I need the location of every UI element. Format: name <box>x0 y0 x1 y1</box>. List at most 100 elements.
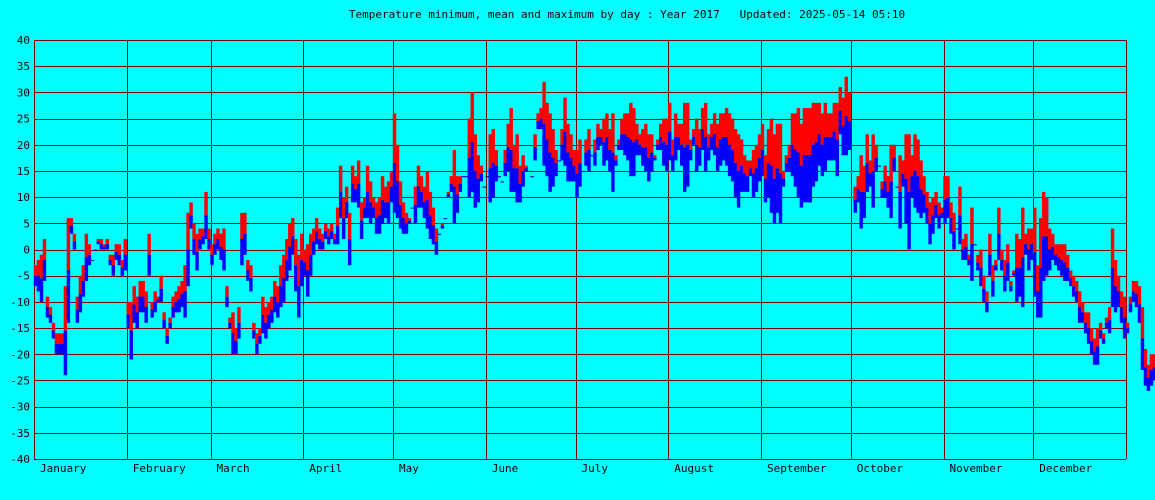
max-bar <box>970 207 974 245</box>
max-bar <box>560 129 564 145</box>
max-bar <box>147 233 151 255</box>
min-bar <box>581 170 585 172</box>
min-bar <box>437 233 442 235</box>
min-bar <box>668 131 672 161</box>
min-bar <box>282 278 286 302</box>
max-bar <box>270 296 274 310</box>
max-bar <box>539 108 543 119</box>
min-bar <box>976 262 980 271</box>
max-bar <box>694 118 699 145</box>
min-bar <box>473 170 478 208</box>
min-bar <box>237 322 241 339</box>
max-bar <box>282 254 286 279</box>
min-bar <box>267 314 271 329</box>
min-bar <box>659 136 663 150</box>
min-bar <box>177 299 181 313</box>
max-bar <box>718 113 723 140</box>
min-bar <box>611 152 615 192</box>
max-bar <box>512 144 516 169</box>
min-bar <box>81 280 86 297</box>
max-bar <box>359 202 364 221</box>
max-bar <box>772 134 777 179</box>
min-bar <box>297 286 301 318</box>
max-bar <box>273 280 277 297</box>
min-bar <box>1056 257 1061 271</box>
max-bar <box>374 202 379 219</box>
min-bar <box>790 144 795 177</box>
min-bar <box>539 118 543 130</box>
min-bar <box>677 136 681 150</box>
max-bar <box>389 170 394 187</box>
min-bar <box>656 144 660 150</box>
min-bar <box>1062 262 1067 281</box>
min-bar <box>63 330 68 376</box>
max-bar <box>159 275 163 289</box>
min-bar <box>859 191 863 229</box>
max-bar <box>826 113 831 137</box>
max-bar <box>491 129 495 164</box>
max-bar <box>548 113 552 153</box>
max-bar <box>943 176 947 200</box>
max-bar <box>174 291 178 302</box>
max-bar <box>306 244 310 271</box>
max-bar <box>371 197 376 208</box>
min-bar <box>769 165 774 213</box>
min-bar <box>216 239 220 250</box>
max-bar <box>545 102 549 140</box>
max-bar <box>745 160 750 177</box>
min-bar <box>249 278 253 292</box>
max-bar <box>805 108 810 156</box>
month-label: September <box>767 462 827 475</box>
min-bar <box>111 265 116 276</box>
min-bar <box>300 259 304 287</box>
min-bar <box>315 231 319 245</box>
min-bar <box>967 259 971 266</box>
max-bar <box>784 155 789 164</box>
min-bar <box>431 225 436 245</box>
min-bar <box>1012 273 1016 276</box>
max-bar <box>45 296 50 308</box>
max-bar <box>904 134 908 179</box>
month-label: June <box>492 462 519 475</box>
max-bar <box>1006 244 1010 263</box>
max-bar <box>1009 280 1013 287</box>
max-bar <box>883 165 887 182</box>
min-bar <box>96 241 101 245</box>
min-bar <box>449 184 454 192</box>
min-bar <box>823 136 828 171</box>
min-bar <box>856 189 860 203</box>
max-bar <box>276 286 280 302</box>
min-bar <box>1065 267 1070 281</box>
max-bar <box>940 207 944 213</box>
min-bar <box>180 294 184 308</box>
min-bar <box>1006 262 1010 281</box>
min-bar <box>913 170 917 208</box>
max-bar <box>440 223 445 226</box>
max-bar <box>1003 259 1007 276</box>
min-bar <box>829 136 834 161</box>
min-bar <box>306 270 310 297</box>
max-bar <box>817 102 822 135</box>
max-bar <box>225 286 229 297</box>
max-bar <box>1086 312 1091 329</box>
min-bar <box>201 236 205 245</box>
max-bar <box>108 254 113 260</box>
max-bar <box>141 280 145 297</box>
min-bar <box>928 223 932 245</box>
max-bar <box>611 113 615 153</box>
min-bar <box>102 246 107 250</box>
min-bar <box>793 149 798 187</box>
min-bar <box>1044 236 1049 276</box>
max-bar <box>231 312 235 334</box>
min-bar <box>485 176 489 178</box>
max-bar <box>614 155 618 161</box>
month-label: January <box>40 462 87 475</box>
min-bar <box>255 343 259 355</box>
min-bar <box>718 139 723 166</box>
max-bar <box>913 134 917 171</box>
max-bar <box>1080 301 1085 313</box>
min-bar <box>1071 286 1076 297</box>
min-bar <box>183 291 187 318</box>
min-bar <box>841 126 845 156</box>
max-bar <box>587 129 591 150</box>
